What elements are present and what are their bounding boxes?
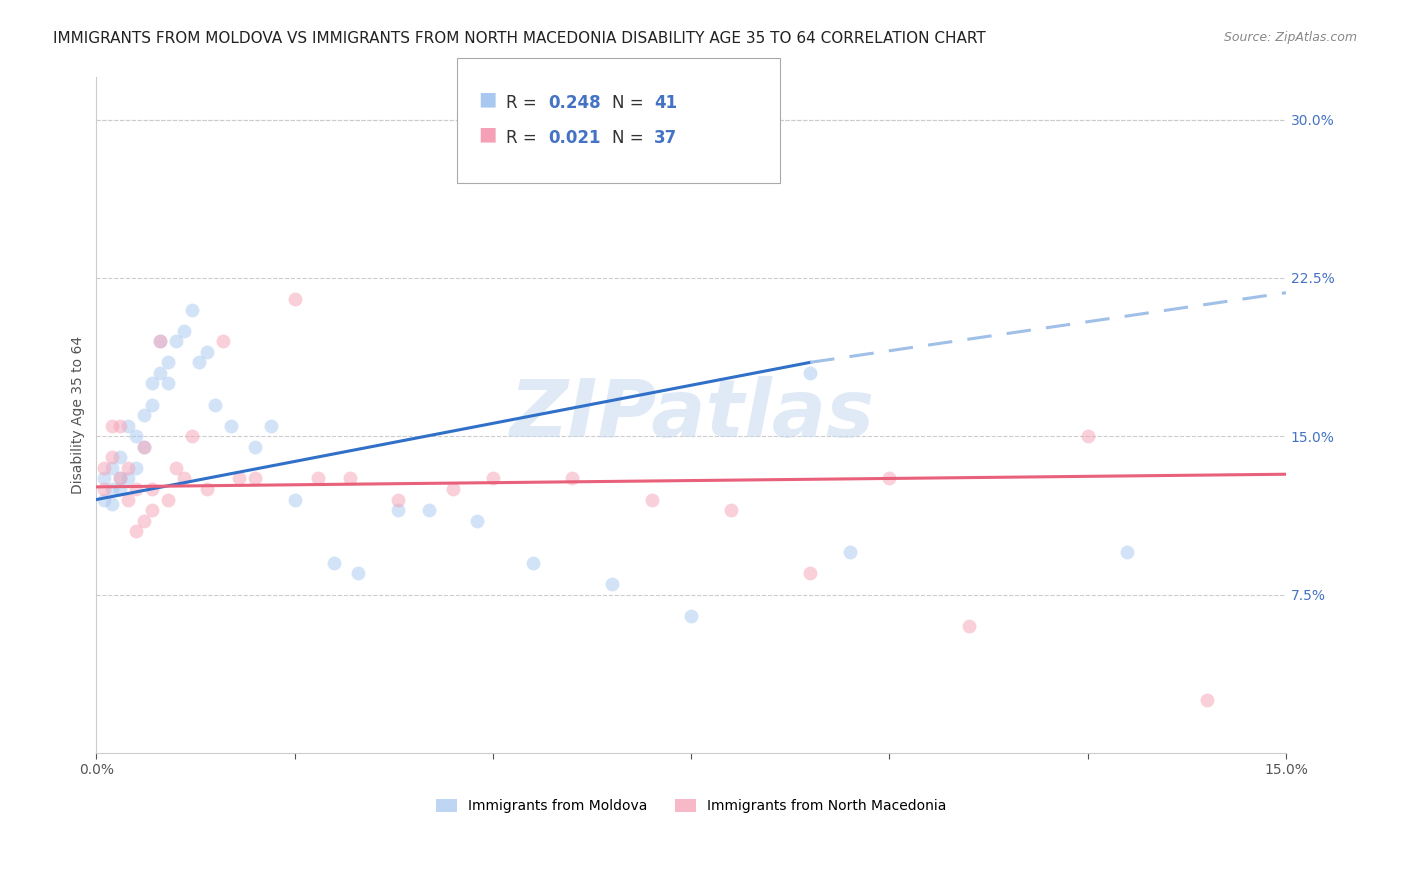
Point (204, 398, 226, 412)
Text: N =: N = (612, 94, 648, 112)
Point (141, 398, 163, 412)
Point (132, 440, 155, 454)
Point (108, 418, 131, 433)
Point (197, 344, 219, 359)
Point (173, 324, 195, 338)
Y-axis label: Disability Age 35 to 64: Disability Age 35 to 64 (72, 336, 86, 494)
Point (387, 503, 409, 517)
Point (720, 503, 742, 517)
Point (799, 366, 821, 380)
Point (243, 471, 266, 485)
Point (243, 440, 266, 454)
Point (180, 429, 202, 443)
Point (188, 355, 211, 369)
Point (838, 545, 860, 559)
Point (180, 302, 202, 317)
Point (418, 503, 440, 517)
Point (101, 482, 124, 496)
Point (108, 482, 131, 496)
Text: R =: R = (506, 94, 543, 112)
Point (125, 482, 148, 496)
Point (879, 471, 901, 485)
Point (117, 418, 139, 433)
Point (108, 471, 131, 485)
Text: 0.021: 0.021 (548, 129, 600, 147)
Point (125, 461, 148, 475)
Point (125, 524, 148, 539)
Point (347, 566, 370, 581)
Point (149, 366, 172, 380)
Point (1195, 693, 1218, 707)
Text: 37: 37 (654, 129, 678, 147)
Point (125, 429, 148, 443)
Point (323, 556, 346, 570)
Point (600, 577, 623, 591)
Point (197, 482, 219, 496)
Point (117, 492, 139, 507)
Point (101, 450, 124, 465)
Point (156, 376, 179, 391)
Point (141, 482, 163, 496)
Text: ■: ■ (478, 89, 496, 108)
Point (465, 514, 488, 528)
Point (93, 482, 115, 496)
Legend: Immigrants from Moldova, Immigrants from North Macedonia: Immigrants from Moldova, Immigrants from… (436, 799, 946, 814)
Point (165, 461, 187, 475)
Text: ZIPatlas: ZIPatlas (509, 376, 873, 454)
Text: IMMIGRANTS FROM MOLDOVA VS IMMIGRANTS FROM NORTH MACEDONIA DISABILITY AGE 35 TO : IMMIGRANTS FROM MOLDOVA VS IMMIGRANTS FR… (53, 31, 986, 46)
Point (132, 440, 155, 454)
Point (132, 514, 155, 528)
Point (1116, 545, 1139, 559)
Point (387, 492, 409, 507)
Point (284, 492, 307, 507)
Text: ■: ■ (478, 125, 496, 144)
Point (957, 619, 980, 633)
Point (93, 461, 115, 475)
Point (284, 292, 307, 306)
Point (561, 471, 583, 485)
Point (482, 471, 505, 485)
Point (149, 334, 172, 349)
Point (117, 461, 139, 475)
Point (156, 492, 179, 507)
Point (681, 608, 703, 623)
Point (93, 492, 115, 507)
Text: Source: ZipAtlas.com: Source: ZipAtlas.com (1223, 31, 1357, 45)
Point (101, 497, 124, 511)
Point (101, 461, 124, 475)
Text: N =: N = (612, 129, 648, 147)
Point (260, 418, 283, 433)
Point (228, 471, 250, 485)
Point (640, 492, 662, 507)
Point (117, 471, 139, 485)
Point (156, 355, 179, 369)
Text: 41: 41 (654, 94, 676, 112)
Point (522, 556, 544, 570)
Point (108, 450, 131, 465)
Point (101, 418, 124, 433)
Text: 0.248: 0.248 (548, 94, 600, 112)
Point (307, 471, 329, 485)
Point (141, 376, 163, 391)
Point (132, 408, 155, 422)
Point (212, 334, 235, 349)
Point (339, 471, 361, 485)
Point (219, 418, 242, 433)
Point (93, 471, 115, 485)
Point (165, 334, 187, 349)
Point (108, 471, 131, 485)
Point (441, 482, 464, 496)
Point (799, 566, 821, 581)
Point (141, 503, 163, 517)
Point (173, 471, 195, 485)
Text: R =: R = (506, 129, 543, 147)
Point (1077, 429, 1099, 443)
Point (149, 334, 172, 349)
